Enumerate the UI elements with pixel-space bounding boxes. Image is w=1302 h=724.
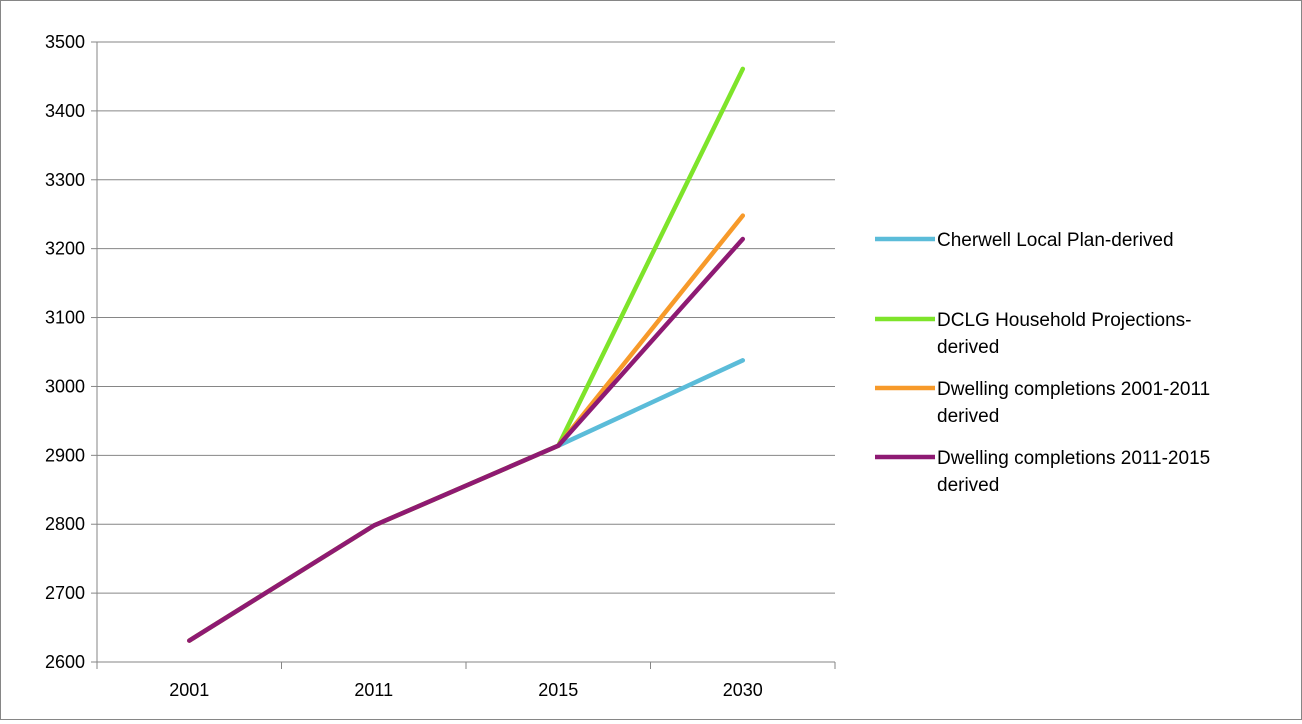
series-line-2 bbox=[187, 66, 746, 643]
y-tick-label: 2600 bbox=[45, 652, 85, 672]
x-tick-label: 2015 bbox=[538, 680, 578, 700]
legend-label-2: DCLG Household Projections- bbox=[937, 310, 1192, 331]
gridlines bbox=[97, 41, 835, 594]
y-tick-label: 3300 bbox=[45, 170, 85, 190]
x-tick-label: 2001 bbox=[169, 680, 209, 700]
y-tick-label: 3000 bbox=[45, 376, 85, 396]
series-line-3 bbox=[187, 213, 746, 643]
y-tick-label: 2900 bbox=[45, 445, 85, 465]
series-lines bbox=[187, 66, 746, 643]
series-line-4 bbox=[187, 236, 746, 643]
y-tick-label: 3400 bbox=[45, 101, 85, 121]
legend-label-4: derived bbox=[937, 475, 999, 496]
axes: 2600 2700 2800 2900 3000 3100 3200 3300 3400 3500… bbox=[45, 32, 836, 700]
y-tick-label: 2700 bbox=[45, 583, 85, 603]
legend-label-1: Cherwell Local Plan-derived bbox=[937, 230, 1174, 251]
y-tick-label: 2800 bbox=[45, 514, 85, 534]
legend-label-3: derived bbox=[937, 406, 999, 427]
y-tick-label: 3100 bbox=[45, 308, 85, 328]
y-tick-label: 3200 bbox=[45, 239, 85, 259]
x-tick-label: 2011 bbox=[354, 680, 393, 700]
x-tick-label: 2030 bbox=[723, 680, 763, 700]
legend-label-4: Dwelling completions 2011-2015 bbox=[937, 448, 1210, 469]
legend: Cherwell Local Plan-derived DCLG Househol… bbox=[875, 230, 1210, 496]
y-tick-label: 3500 bbox=[45, 32, 85, 52]
series-line-1 bbox=[187, 358, 746, 643]
legend-label-2: derived bbox=[937, 337, 999, 358]
legend-label-3: Dwelling completions 2001-2011 bbox=[937, 379, 1210, 400]
